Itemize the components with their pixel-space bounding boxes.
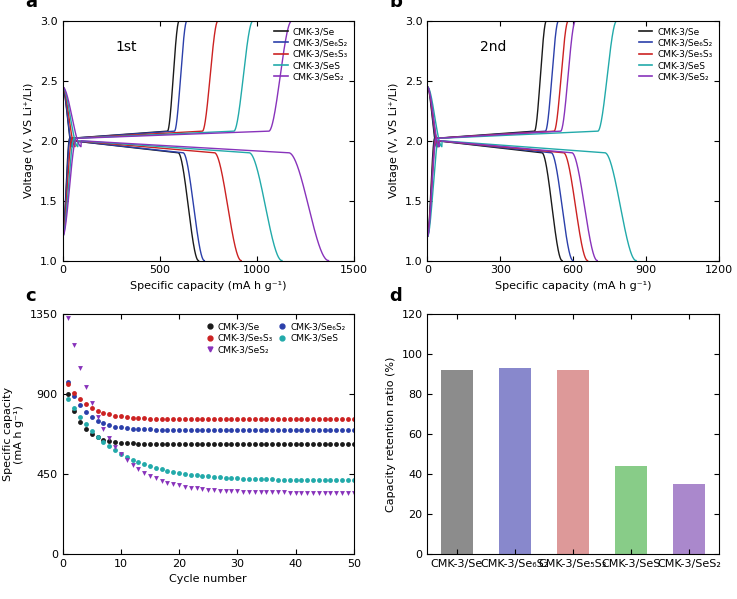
Y-axis label: Capacity retention ratio (%): Capacity retention ratio (%) xyxy=(386,356,396,512)
Text: c: c xyxy=(25,287,35,305)
Y-axis label: Voltage (V, VS Li⁺/Li): Voltage (V, VS Li⁺/Li) xyxy=(24,83,35,198)
Legend: CMK-3/Se, CMK-3/Se₅S₃, CMK-3/SeS₂, CMK-3/Se₆S₂, CMK-3/SeS: CMK-3/Se, CMK-3/Se₅S₃, CMK-3/SeS₂, CMK-3… xyxy=(202,319,349,358)
Text: 1st: 1st xyxy=(115,40,136,54)
Bar xyxy=(674,484,705,554)
Bar xyxy=(557,370,589,554)
Text: 2nd: 2nd xyxy=(480,40,506,54)
Y-axis label: Specific capacity
(mA h g⁻¹): Specific capacity (mA h g⁻¹) xyxy=(3,387,24,482)
Legend: CMK-3/Se, CMK-3/Se₆S₂, CMK-3/Se₅S₃, CMK-3/SeS, CMK-3/SeS₂: CMK-3/Se, CMK-3/Se₆S₂, CMK-3/Se₅S₃, CMK-… xyxy=(638,26,714,83)
Bar xyxy=(441,370,472,554)
X-axis label: Specific capacity (mA h g⁻¹): Specific capacity (mA h g⁻¹) xyxy=(130,281,287,291)
Y-axis label: Voltage (V, VS Li⁺/Li): Voltage (V, VS Li⁺/Li) xyxy=(389,83,399,198)
X-axis label: Specific capacity (mA h g⁻¹): Specific capacity (mA h g⁻¹) xyxy=(495,281,652,291)
X-axis label: Cycle number: Cycle number xyxy=(170,574,247,585)
Bar xyxy=(615,466,647,554)
Text: a: a xyxy=(25,0,37,11)
Text: d: d xyxy=(390,287,402,305)
Bar xyxy=(499,368,531,554)
Legend: CMK-3/Se, CMK-3/Se₆S₂, CMK-3/Se₅S₃, CMK-3/SeS, CMK-3/SeS₂: CMK-3/Se, CMK-3/Se₆S₂, CMK-3/Se₅S₃, CMK-… xyxy=(273,26,349,83)
Text: b: b xyxy=(390,0,402,11)
